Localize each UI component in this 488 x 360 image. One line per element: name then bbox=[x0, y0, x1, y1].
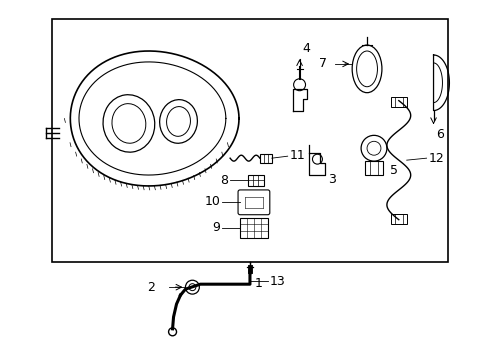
Text: 4: 4 bbox=[302, 42, 310, 55]
Text: 2: 2 bbox=[146, 281, 154, 294]
Bar bbox=[259, 154, 271, 163]
Text: 6: 6 bbox=[436, 129, 444, 141]
Text: 11: 11 bbox=[289, 149, 305, 162]
Text: 5: 5 bbox=[389, 163, 397, 176]
Text: 8: 8 bbox=[220, 174, 228, 186]
Text: 12: 12 bbox=[427, 152, 444, 165]
Bar bbox=[390, 96, 406, 107]
Bar bbox=[365, 161, 382, 175]
Text: 9: 9 bbox=[212, 221, 220, 234]
Bar bbox=[390, 214, 406, 224]
Text: 10: 10 bbox=[204, 195, 220, 208]
Bar bbox=[247, 175, 264, 186]
Text: 7: 7 bbox=[319, 57, 327, 71]
Text: 13: 13 bbox=[269, 275, 285, 288]
Text: 3: 3 bbox=[327, 173, 336, 186]
Bar bbox=[240, 218, 267, 238]
FancyBboxPatch shape bbox=[238, 190, 269, 215]
Text: 1: 1 bbox=[254, 277, 262, 290]
Bar bbox=[51, 19, 447, 262]
